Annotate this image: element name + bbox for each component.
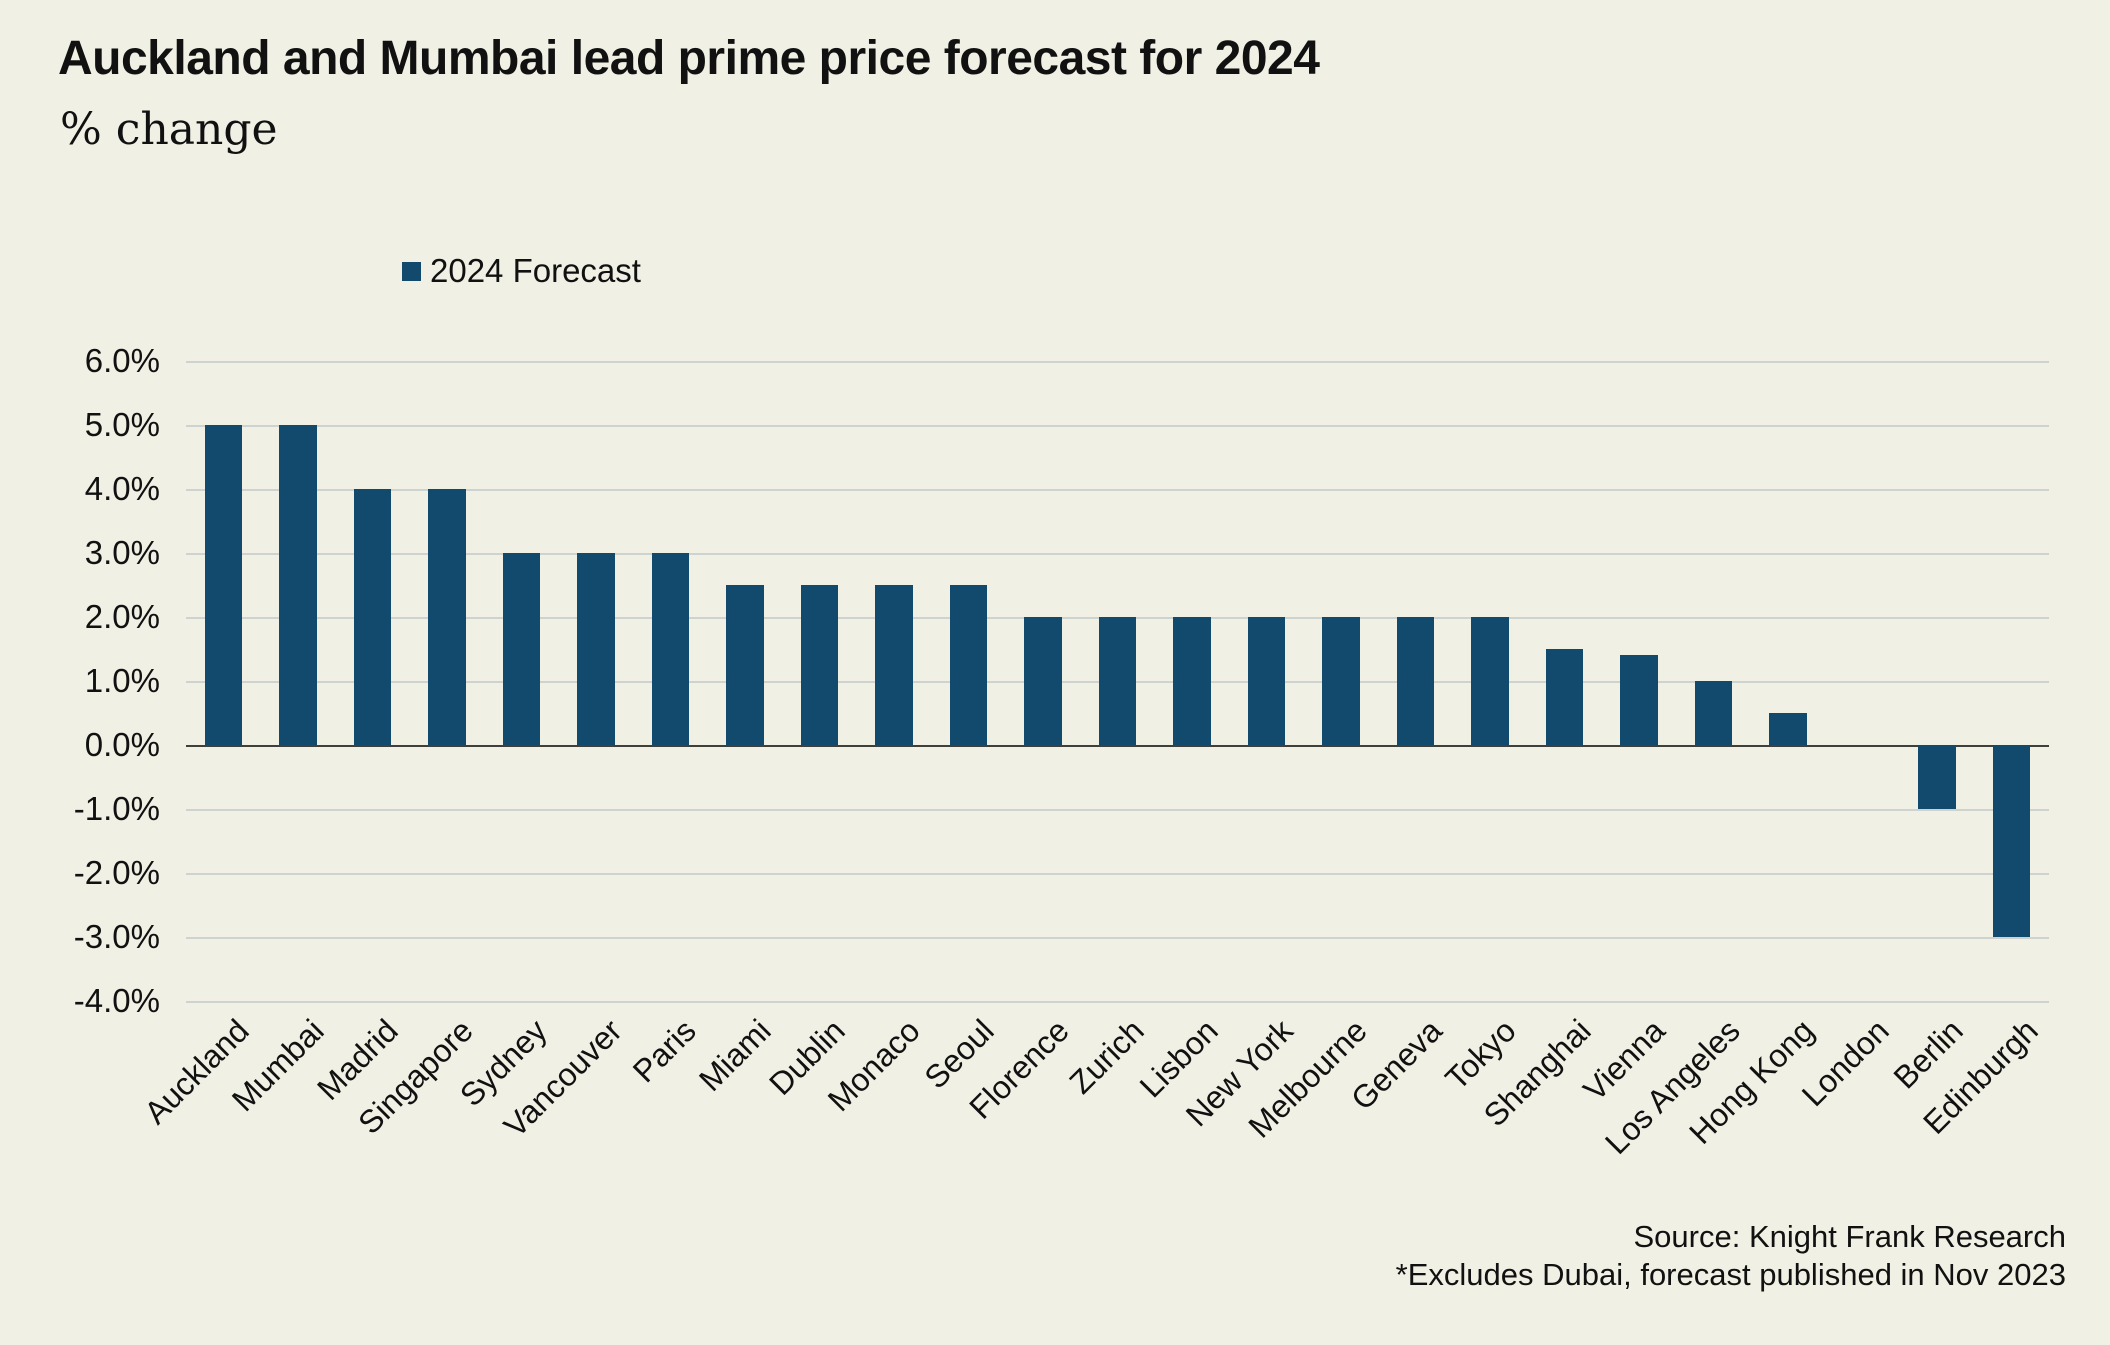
gridline: [186, 425, 2049, 427]
gridline: [186, 809, 2049, 811]
y-tick-label: -4.0%: [73, 982, 160, 1019]
bar-auckland: [204, 425, 242, 745]
bar-los-angeles: [1694, 681, 1733, 745]
bar-geneva: [1396, 617, 1435, 745]
y-tick-label: -2.0%: [73, 854, 160, 891]
source-note: Source: Knight Frank Research *Excludes …: [1396, 1218, 2066, 1294]
note-line: *Excludes Dubai, forecast published in N…: [1395, 1257, 2066, 1292]
bar-hong-kong: [1769, 713, 1807, 745]
gridline: [186, 1001, 2049, 1003]
bar-madrid: [353, 489, 392, 745]
y-tick-label: 2.0%: [84, 598, 160, 635]
gridline: [186, 873, 2049, 875]
bar-mumbai: [279, 425, 317, 745]
bar-dublin: [800, 585, 839, 745]
bar-singapore: [428, 489, 466, 745]
gridline: [186, 553, 2049, 555]
bar-berlin: [1918, 745, 1956, 809]
bar-shanghai: [1545, 649, 1584, 745]
plot-area: [186, 361, 2049, 1003]
legend: 2024 Forecast: [402, 252, 641, 290]
y-tick-label: 1.0%: [84, 662, 160, 699]
bar-miami: [726, 585, 764, 745]
chart-title: Auckland and Mumbai lead prime price for…: [58, 32, 1320, 85]
y-tick-label: -3.0%: [73, 918, 160, 955]
bar-vancouver: [577, 553, 615, 745]
bar-paris: [651, 553, 690, 745]
chart-subtitle: % change: [60, 104, 278, 155]
gridline: [186, 937, 2049, 939]
bar-sydney: [502, 553, 541, 745]
legend-swatch-icon: [402, 261, 421, 281]
y-tick-label: 4.0%: [84, 470, 160, 507]
bar-seoul: [949, 585, 988, 745]
y-tick-label: 5.0%: [84, 406, 160, 443]
y-tick-label: 0.0%: [84, 726, 160, 763]
bar-melbourne: [1322, 617, 1360, 745]
y-tick-label: 3.0%: [84, 534, 160, 571]
y-tick-label: -1.0%: [73, 790, 160, 827]
gridline: [186, 489, 2049, 491]
legend-label: 2024 Forecast: [430, 252, 641, 289]
gridline: [186, 361, 2049, 363]
source-line: Source: Knight Frank Research: [1633, 1219, 2067, 1254]
bar-tokyo: [1471, 617, 1509, 745]
bar-lisbon: [1173, 617, 1211, 745]
bar-new-york: [1247, 617, 1286, 745]
bar-florence: [1024, 617, 1062, 745]
y-tick-label: 6.0%: [84, 342, 160, 379]
bar-zurich: [1098, 617, 1137, 745]
bar-vienna: [1620, 655, 1658, 745]
bar-monaco: [875, 585, 913, 745]
bar-edinburgh: [1992, 745, 2031, 937]
zero-axis-line: [186, 745, 2049, 747]
